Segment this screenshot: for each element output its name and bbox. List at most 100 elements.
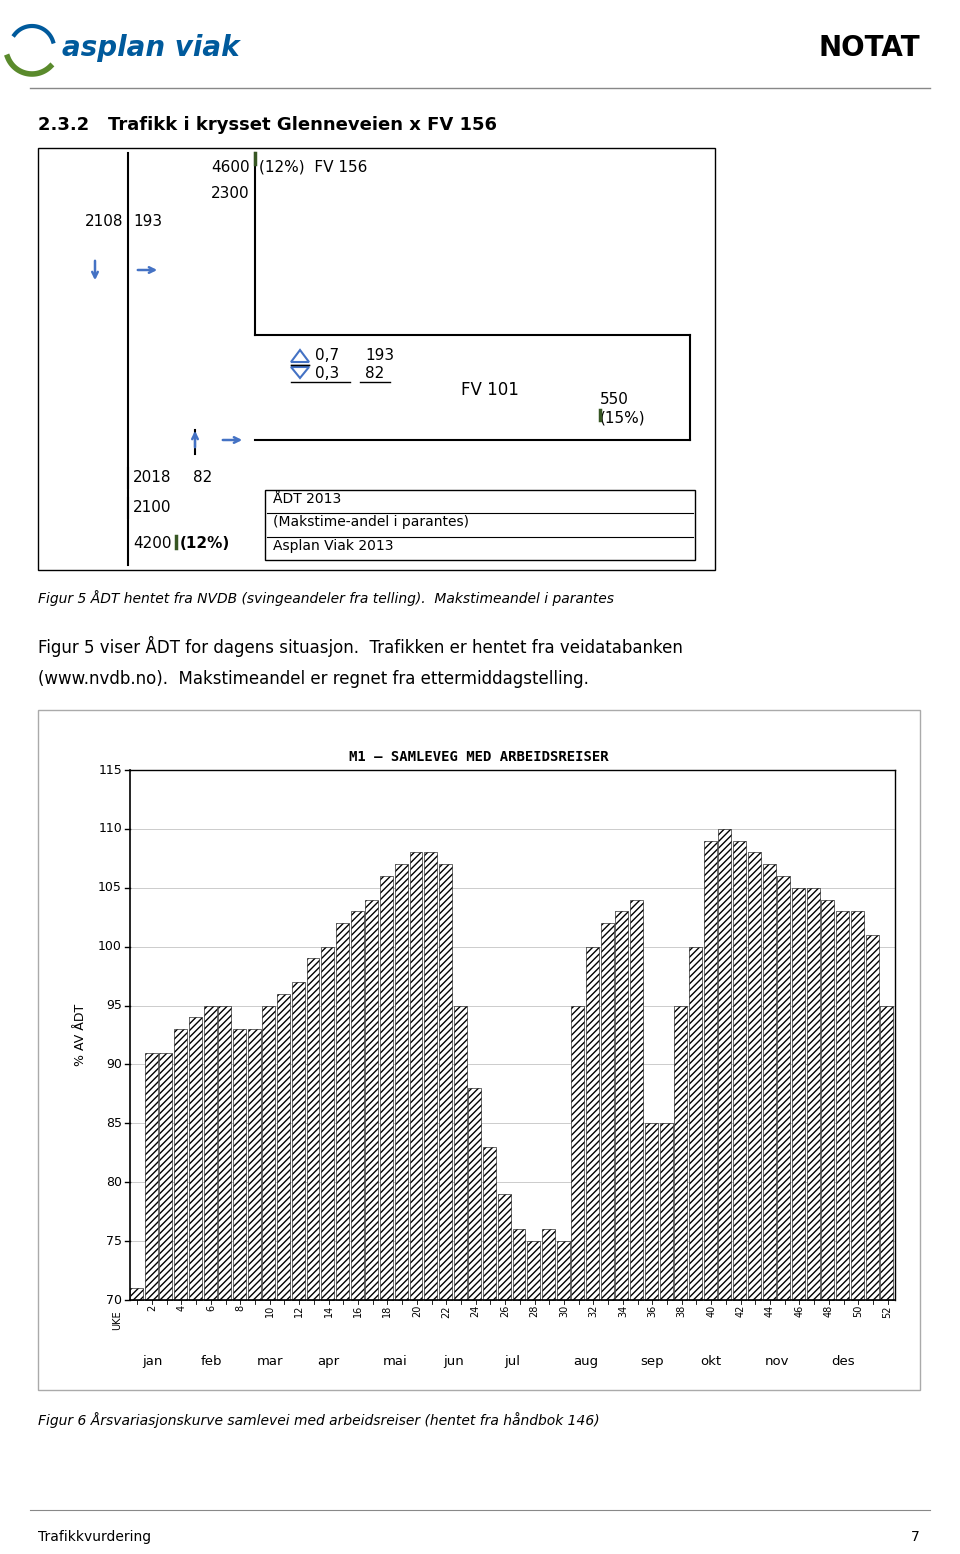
Bar xyxy=(806,887,820,1301)
Bar xyxy=(851,911,864,1301)
Text: 95: 95 xyxy=(107,999,122,1012)
Text: 2: 2 xyxy=(147,1305,157,1312)
Text: 4: 4 xyxy=(177,1305,186,1312)
Bar xyxy=(557,1242,569,1301)
Text: 2300: 2300 xyxy=(211,185,250,200)
Text: nov: nov xyxy=(765,1355,789,1368)
Bar xyxy=(733,841,746,1301)
Bar xyxy=(292,982,304,1301)
Text: 38: 38 xyxy=(677,1305,686,1318)
Text: UKE: UKE xyxy=(112,1310,122,1330)
Text: 28: 28 xyxy=(530,1305,540,1318)
Bar xyxy=(366,900,378,1301)
Bar xyxy=(336,923,348,1301)
Text: aug: aug xyxy=(573,1355,599,1368)
Text: 50: 50 xyxy=(853,1305,863,1318)
Bar xyxy=(130,1288,143,1301)
Text: (12%): (12%) xyxy=(180,536,230,550)
Bar xyxy=(748,853,761,1301)
Bar xyxy=(836,911,849,1301)
Bar xyxy=(778,876,790,1301)
Text: (15%): (15%) xyxy=(600,410,646,426)
Text: Figur 6 Årsvariasjonskurve samlevei med arbeidsreiser (hentet fra håndbok 146): Figur 6 Årsvariasjonskurve samlevei med … xyxy=(38,1413,600,1428)
Bar xyxy=(189,1018,202,1301)
Bar xyxy=(395,864,408,1301)
Bar xyxy=(350,911,364,1301)
Text: 80: 80 xyxy=(106,1176,122,1189)
Bar xyxy=(601,923,613,1301)
Text: 2.3.2   Trafikk i krysset Glenneveien x FV 156: 2.3.2 Trafikk i krysset Glenneveien x FV… xyxy=(38,117,497,134)
Text: 550: 550 xyxy=(600,393,629,407)
Text: 2100: 2100 xyxy=(133,500,172,516)
Text: 0,7: 0,7 xyxy=(315,348,339,364)
Bar xyxy=(498,1193,511,1301)
Text: 12: 12 xyxy=(294,1305,304,1318)
Text: 52: 52 xyxy=(882,1305,893,1318)
Text: M1 – SAMLEVEG MED ARBEIDSREISER: M1 – SAMLEVEG MED ARBEIDSREISER xyxy=(349,751,609,765)
Bar xyxy=(704,841,717,1301)
Bar xyxy=(542,1229,555,1301)
Text: % AV ÅDT: % AV ÅDT xyxy=(74,1004,86,1066)
Text: 85: 85 xyxy=(106,1117,122,1130)
Text: 46: 46 xyxy=(794,1305,804,1318)
Bar xyxy=(660,1124,673,1301)
Bar xyxy=(265,490,695,559)
Bar xyxy=(822,900,834,1301)
Text: Figur 5 ÅDT hentet fra NVDB (svingeandeler fra telling).  Makstimeandel i parant: Figur 5 ÅDT hentet fra NVDB (svingeandel… xyxy=(38,591,614,606)
Bar xyxy=(174,1029,187,1301)
Text: 4200: 4200 xyxy=(133,536,172,550)
Text: feb: feb xyxy=(201,1355,222,1368)
Text: 115: 115 xyxy=(98,763,122,777)
Bar xyxy=(380,876,393,1301)
Text: Asplan Viak 2013: Asplan Viak 2013 xyxy=(273,539,394,553)
Text: 105: 105 xyxy=(98,881,122,894)
Text: 82: 82 xyxy=(365,367,384,381)
Bar xyxy=(218,1005,231,1301)
Text: 18: 18 xyxy=(382,1305,393,1318)
Bar xyxy=(204,1005,217,1301)
Text: 36: 36 xyxy=(647,1305,658,1318)
Bar xyxy=(410,853,422,1301)
Text: Trafikkvurdering: Trafikkvurdering xyxy=(38,1531,151,1545)
Text: 75: 75 xyxy=(106,1234,122,1248)
Text: FV 101: FV 101 xyxy=(461,381,519,399)
Bar xyxy=(306,959,320,1301)
Bar xyxy=(718,828,732,1301)
Text: jan: jan xyxy=(142,1355,162,1368)
Bar xyxy=(792,887,805,1301)
Text: (12%)  FV 156: (12%) FV 156 xyxy=(259,160,368,174)
Bar xyxy=(674,1005,687,1301)
Text: 8: 8 xyxy=(235,1305,246,1312)
Bar xyxy=(586,946,599,1301)
Text: Figur 5 viser ÅDT for dagens situasjon.  Trafikken er hentet fra veidatabanken: Figur 5 viser ÅDT for dagens situasjon. … xyxy=(38,636,683,657)
Text: 6: 6 xyxy=(205,1305,216,1312)
Text: 16: 16 xyxy=(353,1305,363,1318)
Bar xyxy=(145,1052,157,1301)
Text: 0,3: 0,3 xyxy=(315,367,339,381)
Text: (Makstime-andel i parantes): (Makstime-andel i parantes) xyxy=(273,516,469,530)
Bar xyxy=(483,1147,496,1301)
Text: 42: 42 xyxy=(735,1305,746,1318)
Text: 32: 32 xyxy=(588,1305,598,1318)
Text: mar: mar xyxy=(256,1355,283,1368)
Bar xyxy=(322,946,334,1301)
Text: 44: 44 xyxy=(765,1305,775,1318)
Bar xyxy=(424,853,437,1301)
Bar xyxy=(527,1242,540,1301)
Text: 24: 24 xyxy=(470,1305,481,1318)
Text: apr: apr xyxy=(318,1355,340,1368)
Text: 26: 26 xyxy=(500,1305,510,1318)
Bar xyxy=(233,1029,246,1301)
Bar xyxy=(439,864,452,1301)
Text: 193: 193 xyxy=(133,214,162,230)
Bar xyxy=(159,1052,173,1301)
Bar xyxy=(38,710,920,1389)
Text: 48: 48 xyxy=(824,1305,834,1318)
Text: 34: 34 xyxy=(618,1305,628,1318)
Text: 2018: 2018 xyxy=(133,471,172,485)
Bar xyxy=(571,1005,585,1301)
Text: 2108: 2108 xyxy=(84,214,123,230)
Text: 7: 7 xyxy=(911,1531,920,1545)
Text: asplan viak: asplan viak xyxy=(62,34,240,62)
Text: jun: jun xyxy=(444,1355,464,1368)
